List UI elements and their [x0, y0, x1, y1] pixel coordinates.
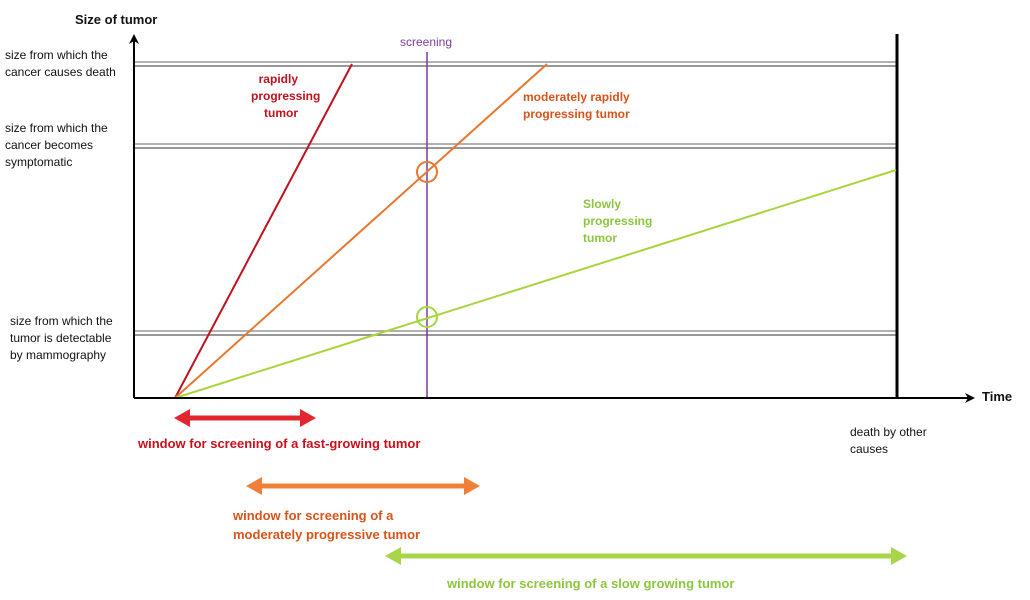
slow-window-arrow: [385, 547, 907, 565]
moderate-window-arrow: [246, 477, 480, 495]
slow-screening-marker: [416, 306, 438, 328]
death-label: death by other causes: [850, 425, 927, 456]
slow-tumor-line: [174, 169, 897, 399]
fast-window-arrow: [174, 409, 316, 427]
threshold-line-symptomatic: [135, 143, 896, 149]
threshold-line-death: [135, 61, 896, 67]
threshold-label-detectable: size from which the tumor is detectable …: [10, 314, 113, 362]
fast-window-label: window for screening of a fast-growing t…: [138, 436, 421, 451]
moderate-tumor-line: [174, 63, 548, 399]
x-axis-label: Time: [982, 389, 1013, 404]
slow-window-label: window for screening of a slow growing t…: [447, 576, 735, 591]
moderate-tumor-label: moderately rapidly progressing tumor: [523, 90, 630, 121]
slow-tumor-label: Slowly progressing tumor: [583, 197, 653, 245]
threshold-label-symptomatic: size from which the cancer becomes sympt…: [5, 121, 108, 169]
rapid-tumor-label: rapidly progressing tumor: [251, 72, 321, 120]
threshold-line-detectable: [135, 330, 896, 336]
rapid-tumor-line: [174, 63, 353, 399]
screening-label: screening: [400, 35, 453, 49]
moderate-window-label: window for screening of a moderately pro…: [233, 508, 421, 542]
threshold-label-death: size from which the cancer causes death: [5, 48, 116, 79]
y-axis-label: Size of tumor: [75, 12, 158, 27]
moderate-screening-marker: [416, 161, 438, 183]
